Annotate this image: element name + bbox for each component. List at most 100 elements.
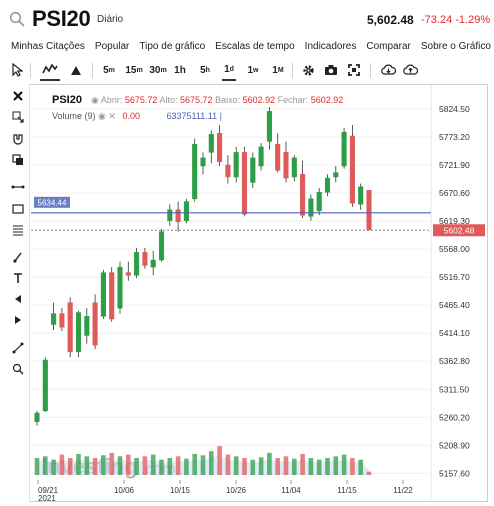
zoom-icon[interactable] (10, 361, 26, 377)
timeframe-1d-num: 1 (224, 63, 230, 75)
timeframe-1h-num: 1h (174, 64, 186, 76)
cursor-icon[interactable] (10, 59, 24, 81)
menu-popular[interactable]: Popular (94, 41, 130, 52)
menu-compare[interactable]: Comparar (366, 41, 411, 52)
candles (34, 107, 372, 426)
magnet-icon[interactable] (10, 131, 26, 147)
volume-bar (325, 458, 330, 475)
candle-body (208, 134, 214, 153)
y-tick-label: 5773.20 (439, 132, 470, 142)
chart-menu-bar: Minhas Citações Popular Tipo de gráfico … (6, 38, 494, 57)
area-chart-icon[interactable] (68, 59, 84, 81)
brush-icon[interactable] (10, 249, 26, 265)
toolbar-divider (92, 63, 93, 78)
legend-low-label: Baixo: (215, 95, 241, 105)
candle-body (175, 209, 181, 223)
rectangle-icon[interactable] (10, 201, 26, 217)
camera-icon[interactable] (323, 59, 339, 81)
volume-bar (333, 456, 339, 475)
menu-my-quotes[interactable]: Minhas Citações (11, 41, 85, 52)
volume-bar (275, 458, 280, 475)
candlestick-chart-icon[interactable] (40, 59, 60, 81)
volume-bar (59, 454, 65, 475)
arrow-right-icon[interactable] (10, 312, 26, 328)
candle-body (134, 252, 140, 276)
x-tick-label: 10/15 (170, 486, 191, 495)
fibonacci-icon[interactable] (10, 222, 26, 238)
cloud-upload-icon[interactable] (402, 59, 418, 81)
search-icon[interactable] (9, 11, 25, 32)
close-icon[interactable] (10, 88, 26, 104)
timeframe-5m-unit: m (108, 66, 115, 74)
volume-bar (109, 452, 114, 475)
x-tick-label: 09/21 (38, 486, 59, 495)
close-icon[interactable]: ✕ (108, 111, 116, 121)
volume-bar (167, 458, 173, 475)
measure-icon[interactable] (10, 340, 26, 356)
clone-icon[interactable] (10, 152, 26, 168)
gear-icon[interactable] (300, 59, 316, 81)
candle-body (117, 266, 123, 309)
timeframe-1w-unit: w (253, 66, 259, 74)
timeframe-1M-num: 1 (272, 64, 278, 76)
crosshair-cursor-icon[interactable] (10, 109, 26, 125)
candle-body (125, 272, 131, 276)
volume-bar (184, 458, 189, 475)
toolbar-divider (30, 63, 31, 78)
menu-indicators[interactable]: Indicadores (304, 41, 357, 52)
volume-bar (159, 459, 164, 475)
timeframe-5h-num: 5 (200, 64, 206, 76)
price-overlays: 5634.44 5602.48 (31, 196, 485, 237)
volume-bars (34, 446, 372, 475)
y-tick-label: 5260.20 (439, 412, 470, 422)
volume-bar (76, 453, 81, 475)
y-tick-label: 5670.60 (439, 188, 470, 198)
fullscreen-icon[interactable] (346, 59, 362, 81)
x-tick-label: 10/26 (226, 486, 247, 495)
price-change-abs: -73.24 (421, 14, 453, 26)
volume-bar (292, 458, 297, 475)
eye-icon[interactable]: ◉ (91, 95, 99, 105)
price-chart[interactable]: Investing .com 5824.505773.205721.905670… (31, 85, 487, 501)
y-tick-label: 5157.60 (439, 468, 470, 478)
volume-bar (67, 458, 73, 475)
eye-icon[interactable]: ◉ (98, 111, 106, 121)
y-axis: 5824.50 5773.20 5721.90 5670.60 5619.30 5568.… (439, 104, 470, 478)
y-tick-label: 5465.40 (439, 300, 470, 310)
legend-symbol: PSI20 (52, 94, 82, 106)
volume-bar (192, 453, 197, 475)
candle-body (142, 252, 148, 266)
arrow-left-icon[interactable] (10, 291, 26, 307)
cloud-download-icon[interactable] (380, 59, 396, 81)
volume-bar (250, 459, 256, 475)
volume-bar (366, 471, 372, 475)
volume-bar (300, 453, 305, 475)
candle-body (34, 412, 40, 423)
legend-volume-label: Volume (9) (52, 111, 96, 121)
candle-body (258, 146, 264, 167)
candle-body (158, 231, 165, 261)
timeframe-15m[interactable]: 15 m (124, 59, 144, 81)
x-tick-label: 11/22 (393, 486, 413, 495)
trend-line-icon[interactable] (10, 179, 26, 195)
menu-time-scales[interactable]: Escalas de tempo (215, 41, 295, 52)
toolbar-divider (370, 63, 371, 78)
volume-bar (308, 458, 314, 475)
candle-body (250, 157, 256, 183)
text-tool-icon[interactable] (10, 270, 26, 286)
menu-chart-type[interactable]: Tipo de gráfico (139, 41, 206, 52)
timeframe-30m[interactable]: 30 m (148, 59, 168, 81)
ohlc-legend: PSI20 ◉ Abrir: 5675.72 Alto: 5675.72 Bai… (52, 94, 343, 106)
price-change: -73.24 -1.29% (421, 14, 490, 26)
candle-body (92, 302, 98, 346)
candle-body (200, 157, 206, 167)
menu-about-chart[interactable]: Sobre o Gráfico (420, 41, 491, 52)
timeframe-1h[interactable]: 1h (173, 59, 187, 81)
volume-legend: Volume (9) ◉ ✕ 0.00 63375111.11 | (52, 111, 222, 122)
